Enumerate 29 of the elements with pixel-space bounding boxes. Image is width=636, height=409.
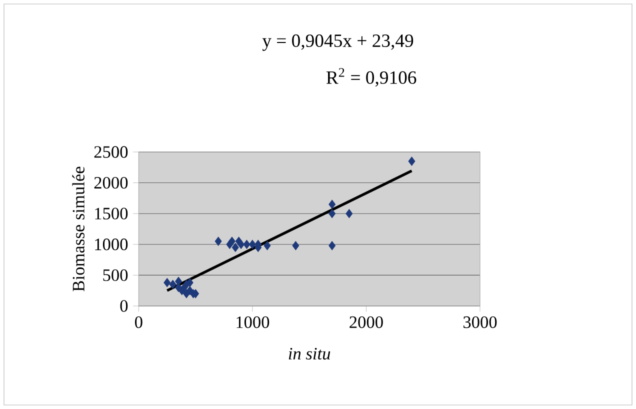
y-tick-label: 500 [103, 269, 128, 282]
y-tick-label: 2500 [94, 146, 128, 158]
x-axis-title: in situ [288, 348, 330, 360]
point [346, 209, 353, 218]
point [328, 209, 336, 218]
text: R$^{2}$ = 0,9106 [326, 68, 416, 87]
point [214, 236, 222, 246]
y-tick-label: 0 [120, 300, 128, 312]
point [248, 240, 256, 249]
point [228, 236, 236, 246]
point [328, 241, 336, 250]
y-tick-label: 1500 [95, 208, 128, 220]
point [164, 278, 171, 288]
point [169, 280, 176, 289]
point [238, 240, 245, 249]
point [243, 240, 250, 249]
x-tick-label: 2000 [350, 316, 383, 328]
y-axis-title: Biomasse simulée [72, 166, 84, 292]
point [232, 242, 239, 252]
y-tick-label: 2000 [94, 176, 128, 189]
x-tick-label: 3000 [464, 316, 497, 328]
point [408, 156, 416, 166]
point [292, 241, 300, 250]
point [264, 241, 271, 250]
point [328, 200, 336, 209]
x-tick-label: 0 [135, 316, 142, 328]
x-tick-label: 1000 [236, 316, 270, 328]
text: y = 0,9045x + 23,49 [262, 34, 414, 51]
y-tick-label: 1000 [95, 238, 128, 250]
